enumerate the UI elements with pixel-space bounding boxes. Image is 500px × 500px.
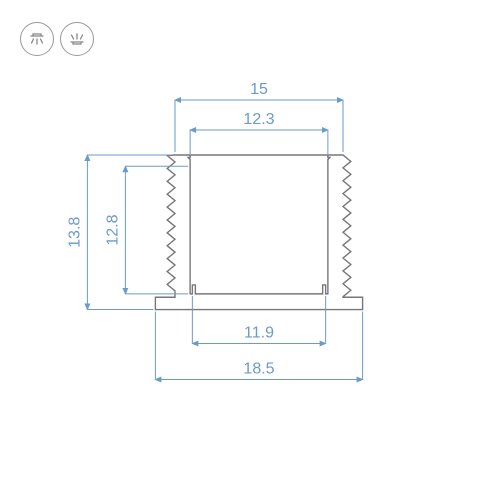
dimension-label: 13.8 [66,217,83,248]
dimension-label: 11.9 [244,325,274,342]
dimension: 12.3 [190,111,328,154]
cross-section-drawing: 15 12.3 11.9 18.5 13.8 12.8 [0,0,500,500]
dimension: 12.8 [104,166,188,294]
downlight-icon [20,22,54,56]
dimension: 11.9 [192,296,325,344]
dimension-label: 12.8 [104,214,121,245]
dimension: 18.5 [155,312,362,380]
dimension-label: 12.3 [243,111,274,128]
uplight-icon [60,22,94,56]
dimension-label: 15 [250,81,268,98]
profile-outline [155,155,362,310]
dimension-label: 18.5 [243,361,274,378]
